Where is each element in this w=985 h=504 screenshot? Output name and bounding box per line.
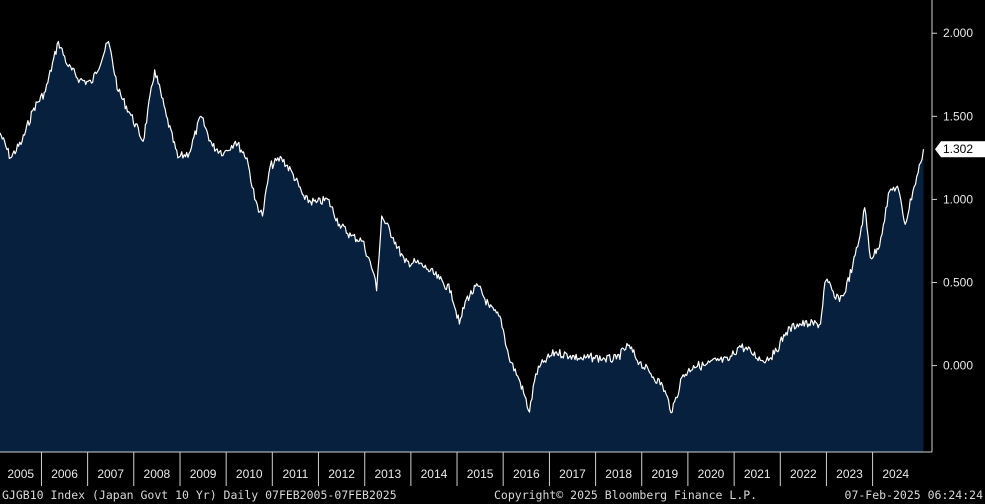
x-tick-label: 2005 [7, 467, 34, 481]
x-tick-label: 2022 [790, 467, 817, 481]
footer-timestamp: 07-Feb-2025 06:24:24 [844, 488, 983, 502]
x-axis: 2005 2006 2007 2008 2009 2010 2011 2012 2013 2014… [7, 452, 909, 486]
x-tick-label: 2023 [836, 467, 863, 481]
footer-bar: GJGB10 Index (Japan Govt 10 Yr) Daily 07… [0, 486, 985, 504]
y-tick-label: 1.500 [943, 109, 973, 123]
last-value-label: 1.302 [943, 142, 973, 156]
line-layer [0, 40, 925, 414]
x-tick-label: 2021 [744, 467, 771, 481]
last-value-pointer [935, 141, 941, 158]
x-tick-label: 2011 [282, 467, 308, 481]
x-tick-label: 2006 [51, 467, 78, 481]
x-tick-label: 2010 [236, 467, 263, 481]
x-tick-label: 2008 [144, 467, 171, 481]
y-tick-label: 0.500 [943, 276, 973, 290]
y-tick-label: 0.000 [943, 359, 973, 373]
x-tick-label: 2007 [97, 467, 124, 481]
x-tick-label: 2015 [467, 467, 494, 481]
y-tick-label: 1.000 [943, 192, 973, 206]
y-tick-label: 2.000 [943, 26, 973, 40]
x-tick-label: 2009 [190, 467, 217, 481]
x-tick-label: 2013 [374, 467, 401, 481]
last-value-marker: 1.302 [935, 141, 985, 158]
series-line [0, 40, 925, 414]
axis-layer [0, 0, 933, 453]
y-axis: 0.000 0.500 1.000 1.500 2.000 [932, 26, 973, 373]
x-tick-label: 2012 [328, 467, 355, 481]
series-area-fill [0, 41, 924, 452]
x-tick-label: 2017 [559, 467, 586, 481]
x-tick-label: 2016 [513, 467, 540, 481]
footer-copyright: Copyright© 2025 Bloomberg Finance L.P. [494, 488, 758, 502]
x-tick-label: 2020 [698, 467, 725, 481]
x-tick-label: 2019 [651, 467, 678, 481]
x-tick-label: 2018 [605, 467, 632, 481]
last-value-box [941, 141, 985, 158]
x-tick-label: 2024 [882, 467, 909, 481]
footer-security-description: GJGB10 Index (Japan Govt 10 Yr) Daily 07… [2, 488, 397, 502]
area-layer [0, 41, 924, 452]
x-tick-label: 2014 [421, 467, 448, 481]
